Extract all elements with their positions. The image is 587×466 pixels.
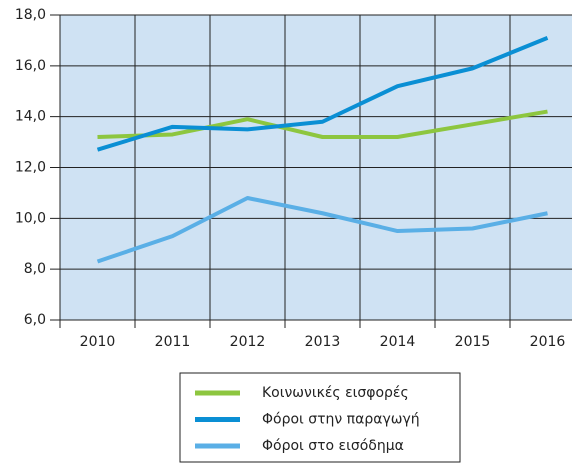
y-tick-label: 8,0 — [24, 261, 46, 277]
legend-label: Φόροι στην παραγωγή — [262, 412, 420, 428]
x-tick-label: 2013 — [305, 334, 341, 350]
x-tick-label: 2014 — [380, 334, 416, 350]
legend-label: Κοινωνικές εισφορές — [262, 385, 409, 401]
x-tick-label: 2012 — [230, 334, 266, 350]
y-tick-label: 18,0 — [15, 7, 46, 23]
y-tick-label: 10,0 — [15, 210, 46, 226]
y-tick-label: 6,0 — [24, 312, 46, 328]
series-line — [96, 36, 549, 152]
legend-label: Φόροι στο εισόδημα — [262, 438, 404, 454]
y-tick-label: 12,0 — [15, 160, 46, 176]
x-tick-label: 2016 — [530, 334, 566, 350]
series-line — [97, 109, 548, 139]
y-tick-label: 14,0 — [15, 109, 46, 125]
x-tick-label: 2011 — [155, 334, 191, 350]
x-tick-label: 2010 — [80, 334, 116, 350]
series-line — [96, 196, 548, 264]
x-tick-label: 2015 — [455, 334, 491, 350]
y-tick-label: 16,0 — [15, 58, 46, 74]
